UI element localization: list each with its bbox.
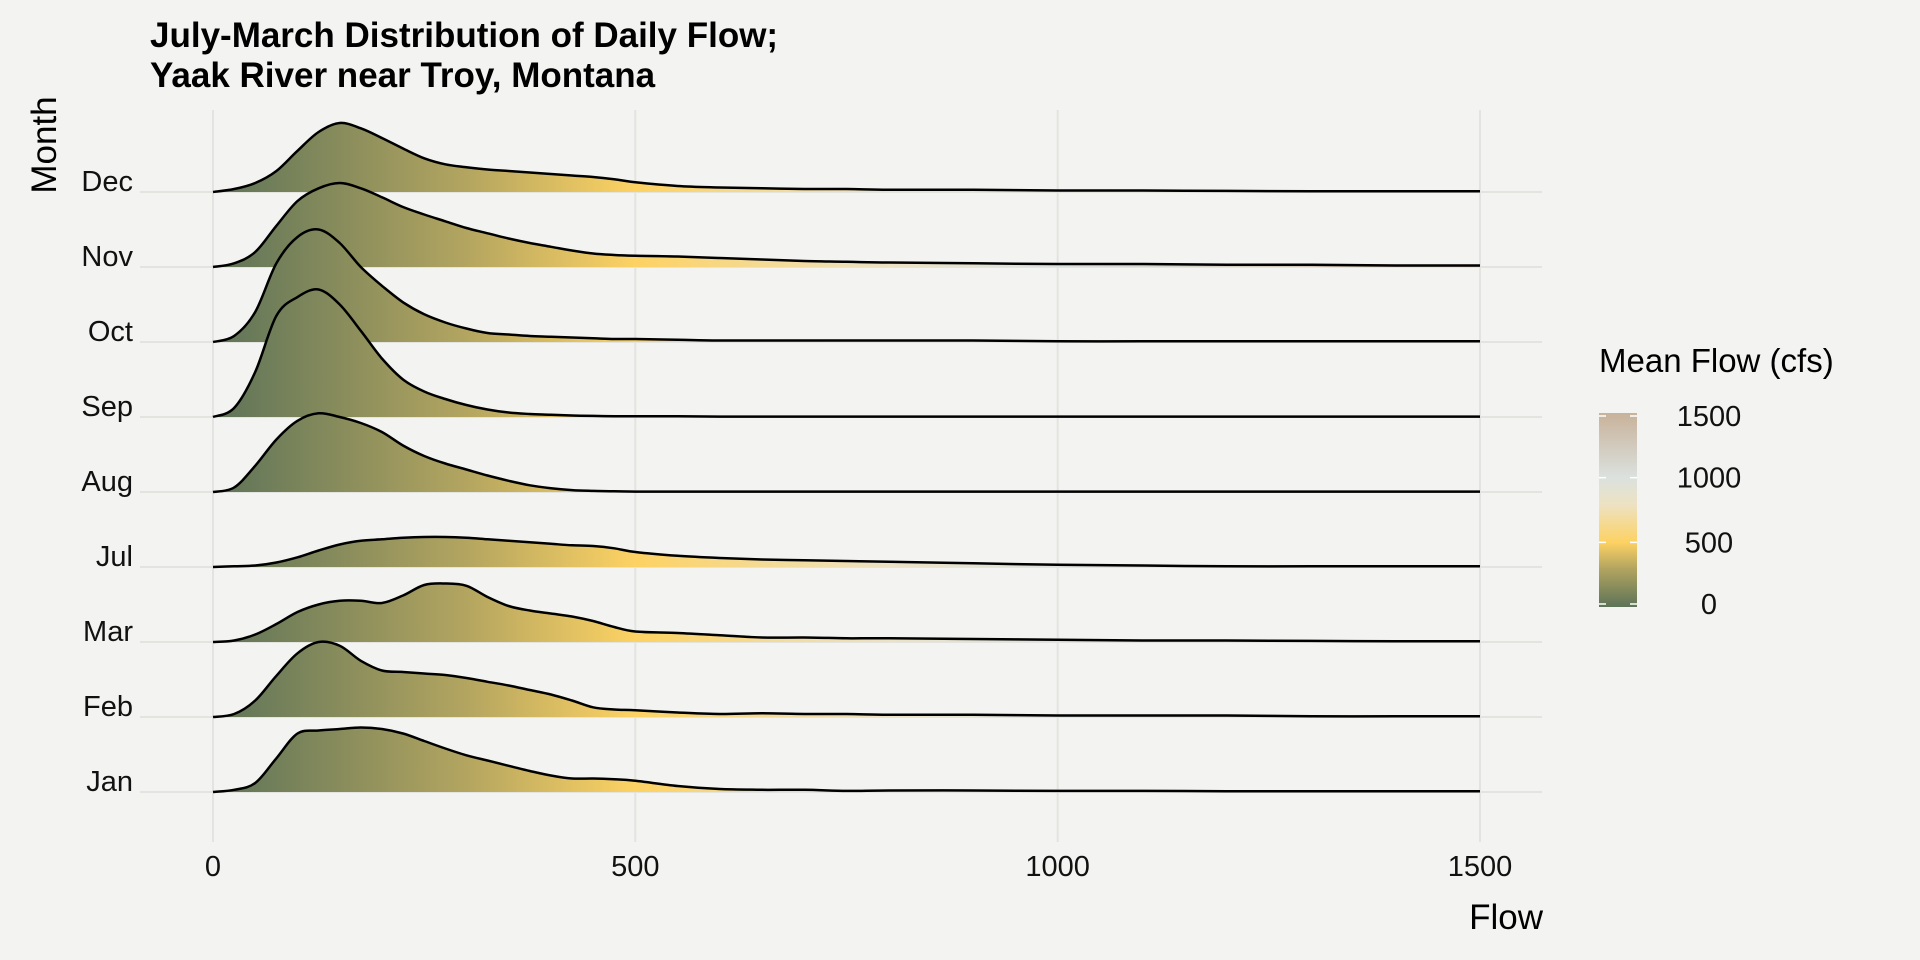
x-tick-label-500: 500 bbox=[611, 851, 659, 883]
ridge-fill-feb bbox=[213, 641, 1480, 717]
y-axis-title: Month bbox=[25, 96, 64, 193]
ridge-dec bbox=[212, 121, 1480, 194]
ridge-line-dec bbox=[212, 121, 1480, 194]
x-axis-title: Flow bbox=[1469, 898, 1544, 937]
x-tick-label-1000: 1000 bbox=[1025, 851, 1090, 883]
ridge-mar bbox=[212, 582, 1480, 644]
legend: Mean Flow (cfs) 0 500 1000 1500 bbox=[1599, 342, 1834, 621]
ridge-fill-jul bbox=[213, 536, 1480, 567]
legend-label-1000: 1000 bbox=[1677, 463, 1742, 495]
month-label-aug: Aug bbox=[81, 466, 133, 498]
x-tick-label-1500: 1500 bbox=[1448, 851, 1513, 883]
ridge-line-sep bbox=[212, 288, 1480, 419]
month-label-nov: Nov bbox=[81, 241, 133, 273]
x-tick-label-0: 0 bbox=[205, 851, 221, 883]
chart-title-line-1: July-March Distribution of Daily Flow; bbox=[150, 16, 778, 55]
ridge-fill-jan bbox=[213, 727, 1480, 792]
x-tick-labels: 0 500 1000 1500 bbox=[205, 851, 1512, 883]
ridge-feb bbox=[212, 640, 1480, 719]
ridge-line-jan bbox=[212, 726, 1480, 794]
legend-ticks: 0 500 1000 1500 bbox=[1599, 401, 1741, 621]
month-label-jan: Jan bbox=[86, 766, 133, 798]
ridge-line-nov bbox=[212, 181, 1481, 269]
ridge-fill-aug bbox=[213, 413, 1480, 492]
month-label-feb: Feb bbox=[83, 691, 133, 723]
legend-label-0: 0 bbox=[1701, 589, 1717, 621]
ridge-line-aug bbox=[212, 411, 1480, 494]
ridge-jul bbox=[212, 535, 1480, 569]
ridge-nov bbox=[212, 181, 1481, 269]
ridge-line-feb bbox=[212, 640, 1480, 719]
month-label-dec: Dec bbox=[81, 166, 133, 198]
ridge-fill-nov bbox=[213, 183, 1480, 267]
ridge-jan bbox=[212, 726, 1480, 794]
ridge-fill-mar bbox=[213, 583, 1480, 642]
ridge-sep bbox=[212, 288, 1480, 419]
month-label-jul: Jul bbox=[96, 541, 133, 573]
month-tick-labels: Jan Feb Mar Jul Aug Sep Oct Nov Dec bbox=[81, 166, 133, 798]
ridges bbox=[212, 121, 1481, 794]
ridge-aug bbox=[212, 411, 1480, 494]
ridge-fill-sep bbox=[213, 289, 1480, 417]
legend-colorbar bbox=[1599, 413, 1637, 607]
month-label-sep: Sep bbox=[81, 391, 133, 423]
ridge-line-mar bbox=[212, 582, 1480, 644]
legend-label-500: 500 bbox=[1685, 527, 1733, 559]
ridge-line-jul bbox=[212, 535, 1480, 569]
chart-title-line-2: Yaak River near Troy, Montana bbox=[150, 56, 656, 95]
legend-title: Mean Flow (cfs) bbox=[1599, 342, 1834, 379]
ridge-line-oct bbox=[212, 228, 1480, 344]
ridge-fill-dec bbox=[213, 122, 1480, 192]
month-label-oct: Oct bbox=[88, 316, 133, 348]
month-label-mar: Mar bbox=[83, 616, 133, 648]
legend-label-1500: 1500 bbox=[1677, 401, 1742, 433]
